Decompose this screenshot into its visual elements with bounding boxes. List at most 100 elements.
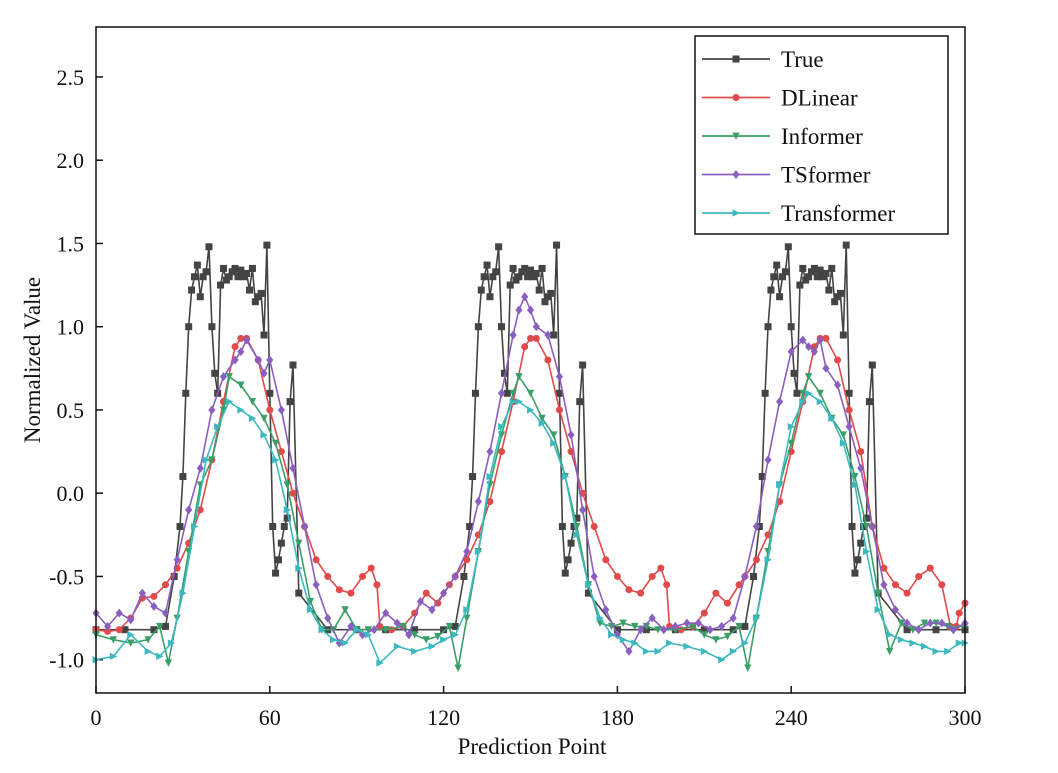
data-point <box>555 372 564 382</box>
legend: True DLinear Informer TSformer Transformer <box>694 35 949 235</box>
data-point <box>874 606 882 614</box>
data-point <box>776 293 784 301</box>
data-point <box>434 632 442 641</box>
data-point <box>816 389 824 398</box>
legend-label: TSformer <box>781 163 871 188</box>
legend-item-true: True <box>702 47 824 72</box>
data-point <box>312 580 320 590</box>
data-point <box>822 269 830 277</box>
data-point <box>526 406 535 414</box>
data-point <box>955 609 963 617</box>
series-true <box>92 241 969 634</box>
y-tick-label: 1.0 <box>57 315 85 340</box>
data-point <box>121 626 129 634</box>
data-point <box>162 622 170 630</box>
data-point <box>324 613 332 623</box>
data-point <box>663 581 671 589</box>
data-point <box>897 619 905 627</box>
data-point <box>451 631 460 639</box>
legend-label: Transformer <box>781 201 895 226</box>
data-point <box>828 414 836 422</box>
series-line <box>95 375 965 669</box>
data-point <box>532 269 540 277</box>
data-point <box>295 589 303 597</box>
data-point <box>729 647 738 656</box>
legend-label: DLinear <box>781 86 858 111</box>
data-point <box>190 273 198 281</box>
data-point <box>277 539 285 547</box>
data-point <box>851 481 859 489</box>
data-point <box>393 618 401 628</box>
data-point <box>573 531 581 539</box>
data-point <box>532 334 540 342</box>
x-axis-ticks: 0 60 120 180 240 300 <box>91 686 982 730</box>
data-point <box>498 422 506 431</box>
data-point <box>341 606 349 614</box>
data-point <box>886 631 894 639</box>
data-point <box>538 264 546 272</box>
data-point <box>915 572 923 580</box>
data-point <box>263 241 271 249</box>
data-point <box>683 642 691 651</box>
data-point <box>144 647 153 656</box>
data-point <box>254 355 262 365</box>
data-point <box>454 664 462 672</box>
data-point <box>190 522 199 531</box>
data-point <box>532 322 540 332</box>
data-point <box>211 369 219 377</box>
data-point <box>816 335 824 345</box>
data-point <box>115 608 123 618</box>
data-point <box>555 406 563 414</box>
x-tick-label: 240 <box>775 705 808 730</box>
data-point <box>474 547 483 556</box>
data-point <box>868 361 876 369</box>
data-point <box>306 606 315 614</box>
data-point <box>920 642 929 651</box>
data-point <box>422 636 430 644</box>
data-point <box>804 373 813 381</box>
data-point <box>312 556 320 564</box>
data-point <box>509 330 517 340</box>
data-point <box>237 266 245 274</box>
y-tick-label: 2.5 <box>57 65 85 90</box>
x-tick-label: 0 <box>91 705 102 730</box>
data-point <box>547 289 555 297</box>
data-point <box>839 431 848 439</box>
data-point <box>654 647 662 656</box>
data-point <box>949 625 957 635</box>
data-point <box>602 556 610 564</box>
data-point <box>463 606 471 614</box>
data-point <box>246 286 254 294</box>
data-point <box>370 625 378 635</box>
legend-marker <box>732 170 740 179</box>
data-point <box>144 636 152 644</box>
data-point <box>477 286 485 294</box>
data-point <box>440 636 448 644</box>
data-point <box>176 522 184 530</box>
data-point <box>208 405 216 415</box>
y-axis-title: Normalized Value <box>20 277 45 443</box>
data-point <box>799 397 807 406</box>
data-point <box>109 636 118 644</box>
data-point <box>752 522 761 531</box>
data-point <box>558 522 566 530</box>
data-point <box>764 323 772 331</box>
data-point <box>729 626 737 634</box>
legend-marker <box>732 209 740 217</box>
data-point <box>486 293 494 301</box>
data-point <box>700 609 708 617</box>
data-point <box>712 636 720 644</box>
data-point <box>237 406 245 414</box>
data-point <box>289 463 297 473</box>
data-point <box>538 419 546 427</box>
data-point <box>179 473 187 481</box>
data-point <box>127 615 135 625</box>
data-point <box>208 456 216 464</box>
data-point <box>854 556 862 564</box>
data-point <box>231 355 239 365</box>
data-point <box>706 625 714 635</box>
data-point <box>741 639 749 647</box>
data-point <box>231 343 239 351</box>
data-point <box>179 589 187 597</box>
data-point <box>857 539 865 547</box>
